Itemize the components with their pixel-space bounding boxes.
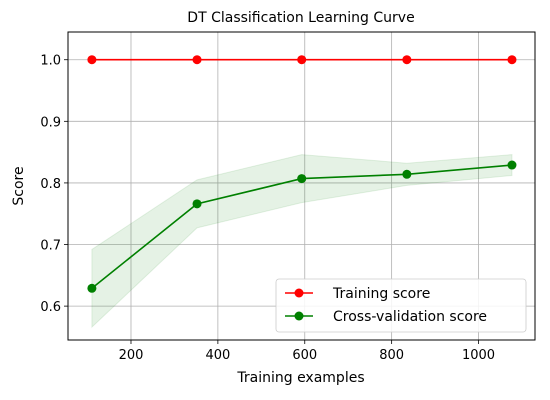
- series-markers: [87, 55, 517, 293]
- legend-training-score-marker: [294, 288, 304, 298]
- x-tick-label: 600: [292, 348, 317, 363]
- plot-frame: [67, 31, 536, 341]
- legend-box: [275, 278, 527, 333]
- x-tick-label: 200: [119, 348, 144, 363]
- x-tick-label: 400: [205, 348, 230, 363]
- cross-validation-score-point: [507, 160, 517, 170]
- y-tick-label: 0.7: [40, 239, 61, 254]
- x-axis-label: Training examples: [236, 370, 364, 386]
- legend: Training score Cross-validation score: [275, 278, 527, 333]
- cross-validation-score-point: [402, 169, 412, 179]
- y-tick-label: 0.6: [40, 300, 61, 315]
- y-tick-label: 0.9: [40, 115, 61, 130]
- training-score-point: [402, 55, 412, 65]
- y-axis-label: Score: [11, 166, 27, 205]
- x-tick-label: 1000: [462, 348, 495, 363]
- training-score-point: [87, 55, 97, 65]
- cross-validation-score-point: [297, 174, 307, 184]
- x-tick-label: 800: [379, 348, 404, 363]
- cross-validation-score-band: [91, 154, 513, 329]
- legend-training-score-label: Training score: [332, 286, 430, 302]
- y-tick-label: 1.0: [40, 54, 61, 69]
- chart-title: DT Classification Learning Curve: [187, 10, 414, 26]
- cross-validation-score-point: [87, 283, 97, 293]
- training-score-point: [192, 55, 202, 65]
- legend-cross-validation-score-label: Cross-validation score: [333, 309, 487, 325]
- axis-ticks: 200 400 600 800 1000 0.6 0.7 0.8 0.9 1.0: [40, 54, 495, 363]
- cross-validation-score-point: [192, 199, 202, 209]
- training-score-point: [507, 55, 517, 65]
- y-tick-label: 0.8: [40, 177, 61, 192]
- legend-cross-validation-score-marker: [294, 311, 304, 321]
- training-score-point: [297, 55, 307, 65]
